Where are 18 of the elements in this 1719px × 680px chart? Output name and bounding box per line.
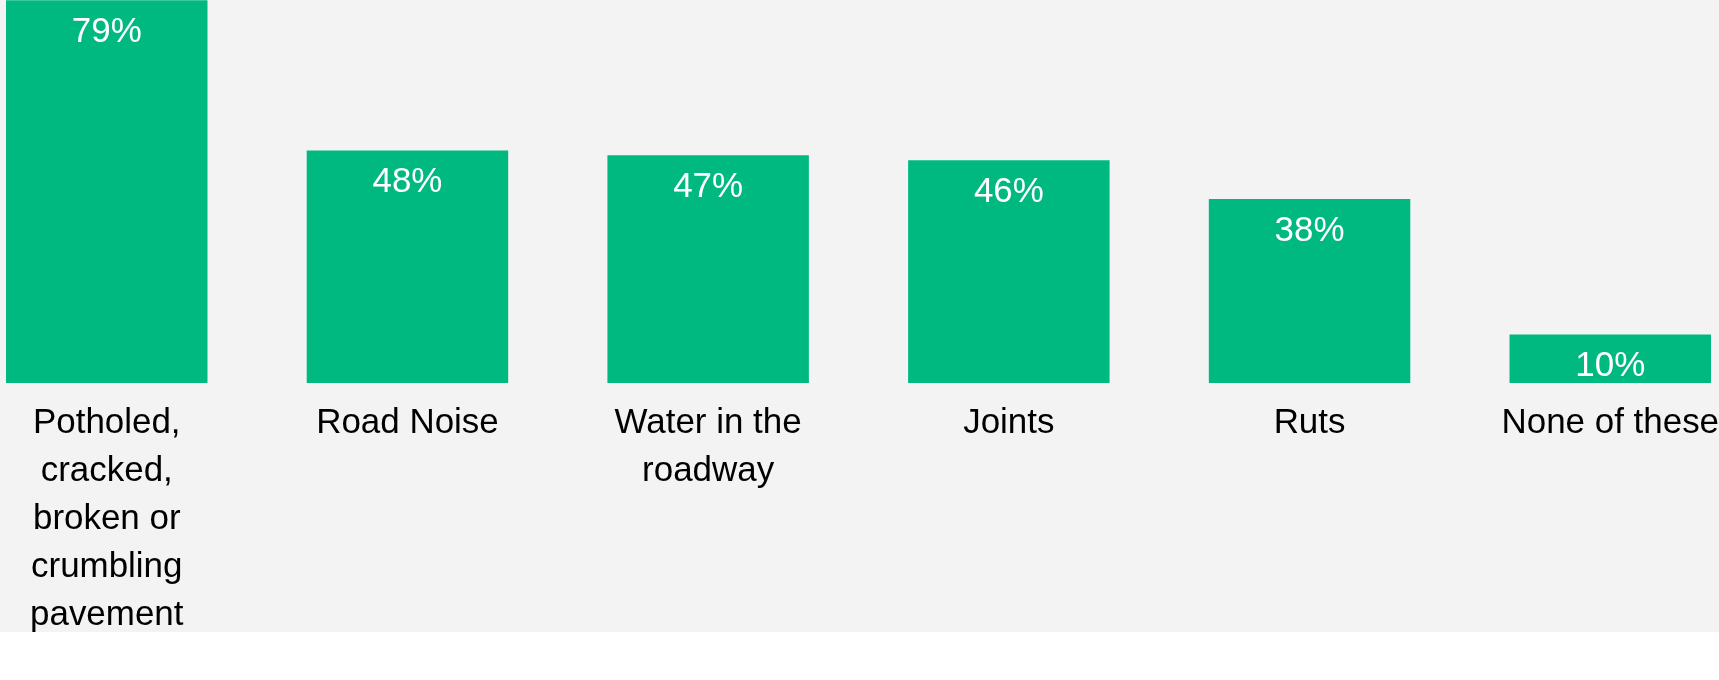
x-tick-label: Water in the roadway [614,401,802,489]
bar [607,155,809,383]
data-label: 10% [1575,344,1646,384]
x-tick-label: Ruts [1273,401,1346,441]
x-tick-label: Potholed, cracked, broken or crumbling pavement [30,401,184,633]
data-label: 38% [1274,208,1345,248]
bar [306,150,509,383]
x-tick-label: None of these [1501,401,1719,441]
bar [1208,198,1411,383]
x-tick-label: Joints [963,401,1055,441]
bar [6,0,208,383]
data-label: 79% [71,10,142,50]
bar [1509,334,1711,383]
bar [908,160,1110,383]
data-label: 48% [372,160,443,200]
data-label: 47% [673,165,744,205]
x-tick-label: Road Noise [316,401,499,441]
data-label: 46% [973,170,1044,210]
